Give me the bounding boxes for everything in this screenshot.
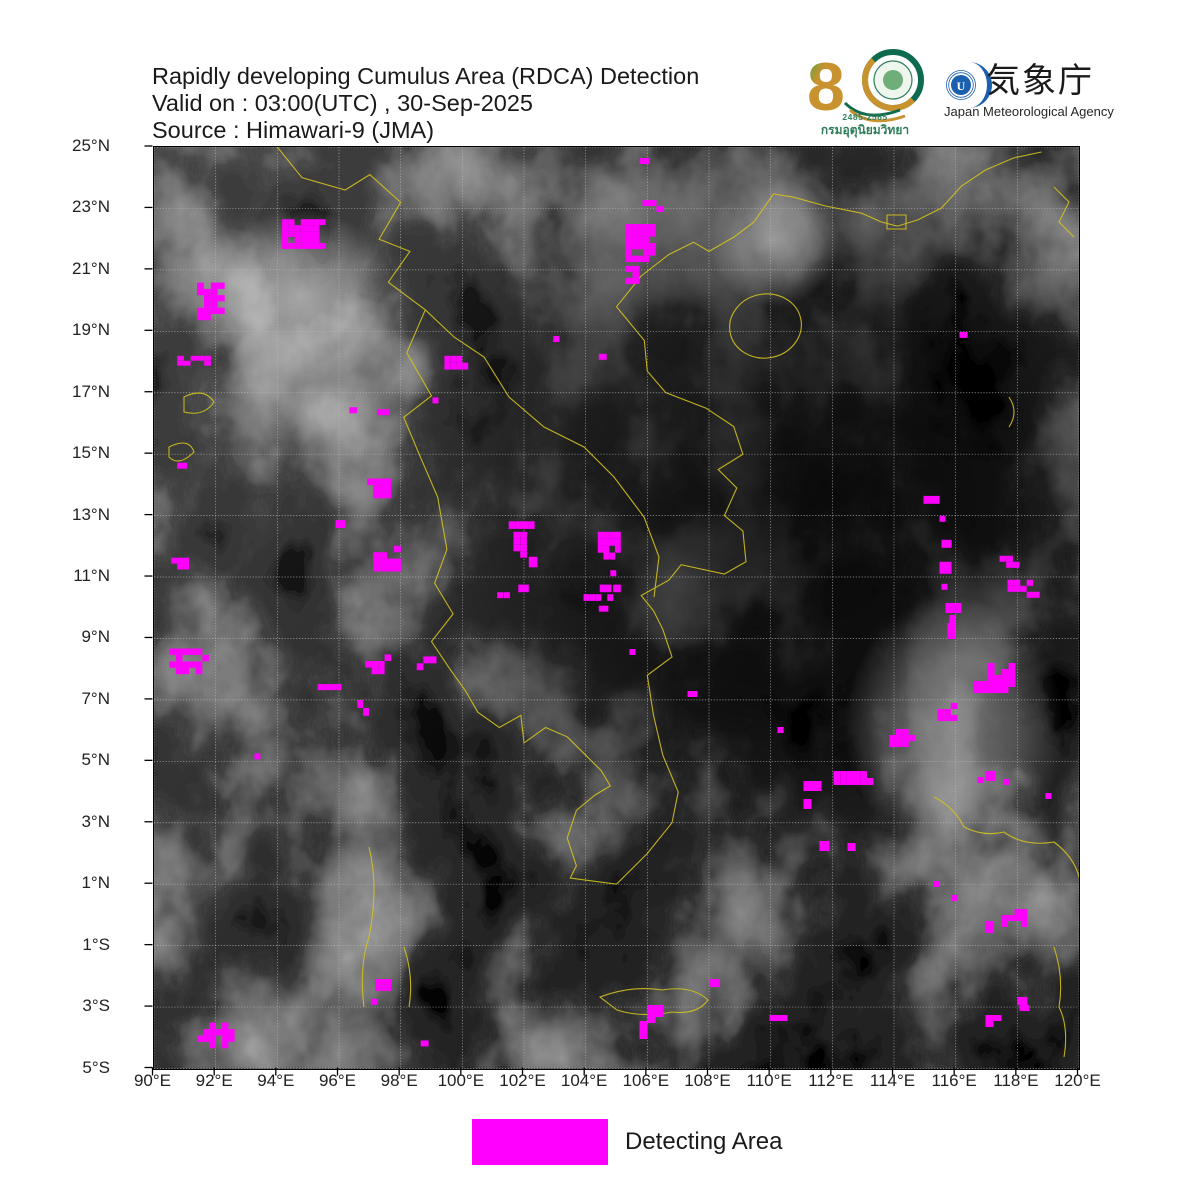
svg-text:U: U <box>957 79 966 93</box>
